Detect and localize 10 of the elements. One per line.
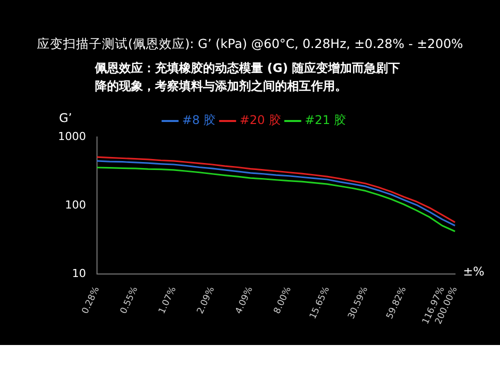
x-axis-title: ±%: [463, 264, 484, 278]
y-tick-label: 10: [72, 267, 86, 280]
legend-label: #20 胶: [240, 113, 281, 128]
chart-title: 应变扫描子测试(佩恩效应): G’ (kPa) @60°C, 0.28Hz, ±0.28% - ±200%: [36, 35, 464, 53]
legend-label: #8 胶: [182, 113, 216, 128]
y-axis-title: G’: [58, 111, 72, 126]
y-tick-label: 1000: [58, 130, 86, 143]
chart-subtitle: 佩恩效应：充填橡胶的动态模量 (G) 随应变增加而急剧下降的现象，考察填料与添加剂之间的相互作用。: [95, 60, 402, 95]
legend-label: #21 胶: [304, 113, 346, 128]
y-tick-label: 100: [64, 198, 86, 212]
